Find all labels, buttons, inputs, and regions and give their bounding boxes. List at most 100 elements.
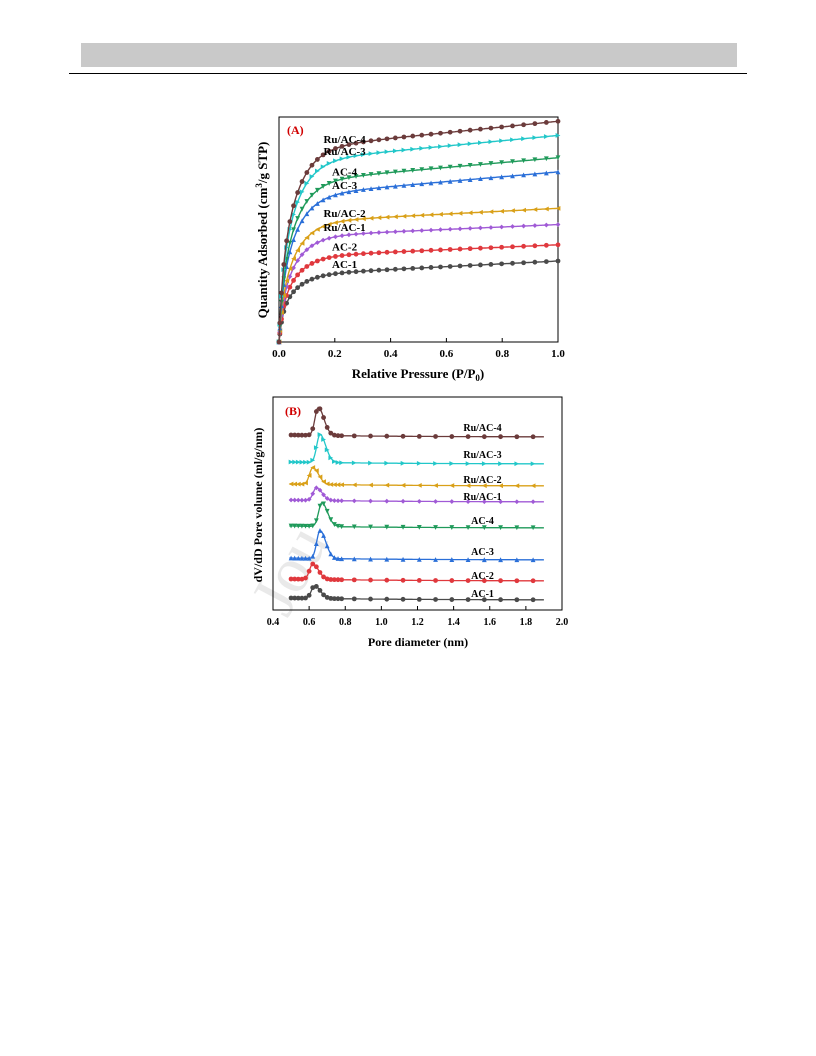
data-point bbox=[521, 172, 527, 178]
data-point bbox=[438, 264, 443, 270]
data-point bbox=[317, 406, 323, 412]
data-point bbox=[287, 266, 293, 272]
data-point bbox=[339, 482, 345, 488]
data-point bbox=[449, 578, 455, 583]
data-point bbox=[465, 434, 471, 440]
data-point bbox=[447, 143, 453, 149]
data-point bbox=[299, 252, 305, 258]
data-point bbox=[384, 267, 390, 273]
data-point bbox=[346, 252, 352, 258]
data-point bbox=[326, 148, 332, 154]
data-point bbox=[498, 557, 503, 563]
data-point bbox=[410, 146, 416, 152]
data-point bbox=[299, 555, 305, 561]
data-point bbox=[419, 132, 425, 138]
data-point bbox=[384, 460, 390, 466]
series-ru-ac-2 bbox=[288, 465, 544, 489]
data-point bbox=[449, 499, 455, 504]
data-point bbox=[392, 214, 398, 220]
series-layer-a bbox=[276, 118, 561, 345]
series-label-a: AC-2 bbox=[332, 242, 358, 254]
series-label-a: Ru/AC-4 bbox=[323, 134, 366, 146]
series-ac-3 bbox=[288, 528, 544, 563]
data-point bbox=[419, 228, 425, 233]
header-rule bbox=[69, 73, 747, 74]
data-point bbox=[361, 187, 366, 192]
data-point bbox=[321, 501, 326, 507]
data-point bbox=[449, 525, 455, 530]
data-point bbox=[361, 231, 366, 236]
data-point bbox=[438, 211, 443, 217]
isotherm-line bbox=[278, 157, 559, 343]
data-point bbox=[530, 483, 536, 489]
data-point bbox=[324, 481, 330, 487]
data-point bbox=[339, 253, 345, 258]
data-point bbox=[310, 491, 316, 497]
data-point bbox=[457, 128, 463, 134]
data-point bbox=[401, 147, 407, 153]
data-point bbox=[313, 584, 319, 589]
data-point bbox=[314, 240, 320, 245]
data-point bbox=[309, 192, 315, 198]
data-point bbox=[299, 189, 305, 195]
data-point bbox=[339, 460, 345, 466]
data-point bbox=[328, 455, 334, 461]
data-point bbox=[303, 595, 308, 601]
data-point bbox=[400, 498, 406, 504]
data-point bbox=[392, 148, 398, 154]
data-point bbox=[514, 597, 520, 603]
data-point bbox=[428, 180, 434, 186]
data-point bbox=[306, 568, 312, 574]
data-point bbox=[457, 163, 463, 169]
data-point bbox=[353, 269, 359, 275]
data-point bbox=[287, 219, 293, 224]
data-point bbox=[481, 499, 487, 505]
data-point bbox=[510, 208, 515, 214]
data-point bbox=[543, 134, 549, 139]
data-point bbox=[481, 578, 487, 584]
data-point bbox=[521, 243, 527, 249]
data-point bbox=[351, 556, 357, 562]
series-ru-ac-3 bbox=[276, 133, 561, 345]
panel-label-a: (A) bbox=[287, 123, 304, 137]
chart-panel-a: 0.0 0.2 0.4 0.6 0.8 1.0 AC-1 AC-2 Ru/AC-1 Ru/AC-… bbox=[254, 116, 565, 383]
series-ru-ac-1 bbox=[276, 222, 561, 345]
data-point bbox=[335, 523, 341, 529]
data-point bbox=[299, 179, 305, 184]
data-point bbox=[514, 434, 520, 440]
data-point bbox=[449, 461, 455, 466]
data-point bbox=[314, 157, 320, 162]
data-point bbox=[530, 499, 536, 505]
data-point bbox=[333, 234, 338, 240]
data-point bbox=[326, 221, 332, 227]
data-point bbox=[416, 433, 422, 439]
data-point bbox=[555, 258, 561, 264]
data-point bbox=[433, 483, 438, 488]
data-point bbox=[310, 426, 316, 432]
data-point bbox=[532, 135, 538, 141]
data-point bbox=[317, 587, 323, 593]
data-point bbox=[478, 176, 483, 182]
data-point bbox=[478, 262, 483, 268]
data-point bbox=[514, 499, 520, 505]
data-point bbox=[306, 555, 312, 561]
data-point bbox=[328, 517, 334, 523]
data-point bbox=[376, 230, 382, 235]
series-label-b: AC-2 bbox=[471, 571, 494, 582]
data-point bbox=[288, 432, 294, 438]
data-point bbox=[368, 268, 374, 274]
data-point bbox=[392, 249, 398, 255]
data-point bbox=[499, 174, 505, 180]
data-point bbox=[321, 533, 326, 538]
data-point bbox=[353, 153, 359, 159]
data-point bbox=[368, 556, 373, 562]
data-point bbox=[279, 290, 284, 296]
data-point bbox=[532, 223, 538, 228]
data-point bbox=[295, 523, 301, 529]
data-point bbox=[384, 482, 390, 488]
data-point bbox=[521, 207, 527, 213]
data-point bbox=[498, 578, 503, 584]
data-point bbox=[292, 576, 298, 582]
data-point bbox=[292, 497, 298, 503]
data-point bbox=[416, 524, 422, 530]
